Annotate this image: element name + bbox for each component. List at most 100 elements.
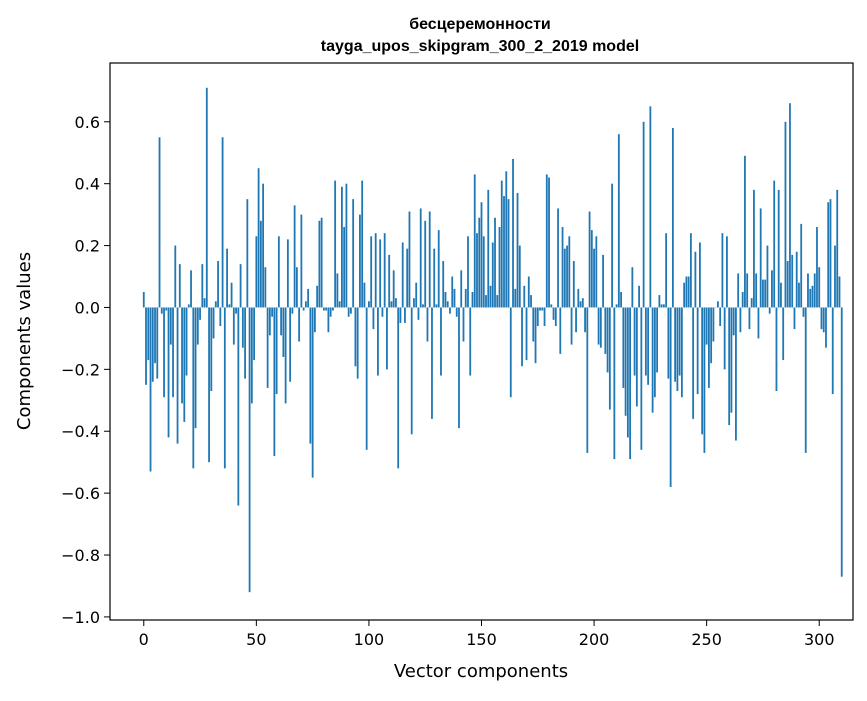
bar	[210, 307, 212, 391]
bar	[418, 307, 420, 319]
bar	[174, 246, 176, 308]
bar	[375, 233, 377, 307]
bar	[508, 199, 510, 307]
bar	[589, 212, 591, 308]
bar	[778, 190, 780, 308]
bar	[280, 307, 282, 335]
bar	[733, 307, 735, 335]
bar	[526, 307, 528, 360]
x-axis-label: Vector components	[394, 661, 568, 682]
bar	[550, 304, 552, 307]
bar	[537, 307, 539, 326]
bar	[278, 236, 280, 307]
bar	[285, 307, 287, 403]
bar	[564, 249, 566, 308]
bar	[192, 307, 194, 468]
bar	[523, 286, 525, 308]
bar	[780, 283, 782, 308]
bar	[767, 246, 769, 308]
bar	[251, 307, 253, 403]
bar	[839, 277, 841, 308]
bar	[330, 307, 332, 316]
bar	[539, 307, 541, 310]
bar	[604, 307, 606, 353]
bar	[204, 298, 206, 307]
bar	[249, 307, 251, 592]
bar	[314, 307, 316, 332]
bar	[449, 307, 451, 313]
bar	[577, 289, 579, 308]
bar	[728, 307, 730, 425]
bar	[154, 307, 156, 363]
bar	[706, 307, 708, 344]
bar	[318, 221, 320, 308]
bar	[395, 298, 397, 307]
bar	[177, 307, 179, 443]
bar	[825, 307, 827, 347]
bar	[384, 233, 386, 307]
bar	[228, 304, 230, 307]
bar	[323, 307, 325, 310]
bar	[150, 307, 152, 471]
y-tick-label: −0.2	[61, 360, 100, 379]
bar	[544, 307, 546, 326]
bar	[555, 307, 557, 326]
bar	[350, 307, 352, 313]
bar	[231, 283, 233, 308]
x-tick-label: 0	[139, 630, 149, 649]
bar	[618, 134, 620, 307]
bar	[586, 307, 588, 452]
bar	[791, 255, 793, 308]
bar	[296, 267, 298, 307]
bar	[305, 301, 307, 307]
x-tick-label: 200	[579, 630, 610, 649]
bar	[627, 307, 629, 437]
bar	[503, 196, 505, 307]
bar	[145, 307, 147, 384]
bar	[742, 292, 744, 307]
bar	[289, 307, 291, 381]
bar	[598, 307, 600, 344]
bar	[339, 301, 341, 307]
bar	[816, 227, 818, 307]
bar	[663, 304, 665, 307]
bar	[483, 236, 485, 307]
bar	[685, 277, 687, 308]
bar	[764, 280, 766, 308]
bar	[760, 208, 762, 307]
bar	[722, 233, 724, 307]
bar	[451, 277, 453, 308]
bar	[445, 292, 447, 307]
bar	[294, 205, 296, 307]
bar	[841, 307, 843, 576]
bar	[208, 307, 210, 462]
bar	[262, 184, 264, 308]
bar	[490, 286, 492, 308]
bar	[679, 307, 681, 375]
bar	[690, 233, 692, 307]
bar	[341, 187, 343, 308]
bar	[753, 190, 755, 308]
bar	[580, 301, 582, 307]
bar	[609, 307, 611, 409]
bar	[625, 307, 627, 415]
bar	[454, 289, 456, 308]
bar	[636, 307, 638, 406]
bar	[393, 270, 395, 307]
bar	[267, 307, 269, 387]
bar	[298, 307, 300, 341]
bar	[719, 307, 721, 326]
bar	[553, 307, 555, 319]
bar	[789, 103, 791, 307]
bar	[812, 286, 814, 308]
bar	[807, 273, 809, 307]
bar	[337, 273, 339, 307]
y-tick-label: −0.4	[61, 422, 100, 441]
bar	[717, 301, 719, 307]
y-tick-label: −1.0	[61, 608, 100, 627]
bar	[271, 307, 273, 316]
bar	[602, 255, 604, 308]
bar	[269, 307, 271, 335]
y-tick-label: 0.4	[75, 175, 100, 194]
